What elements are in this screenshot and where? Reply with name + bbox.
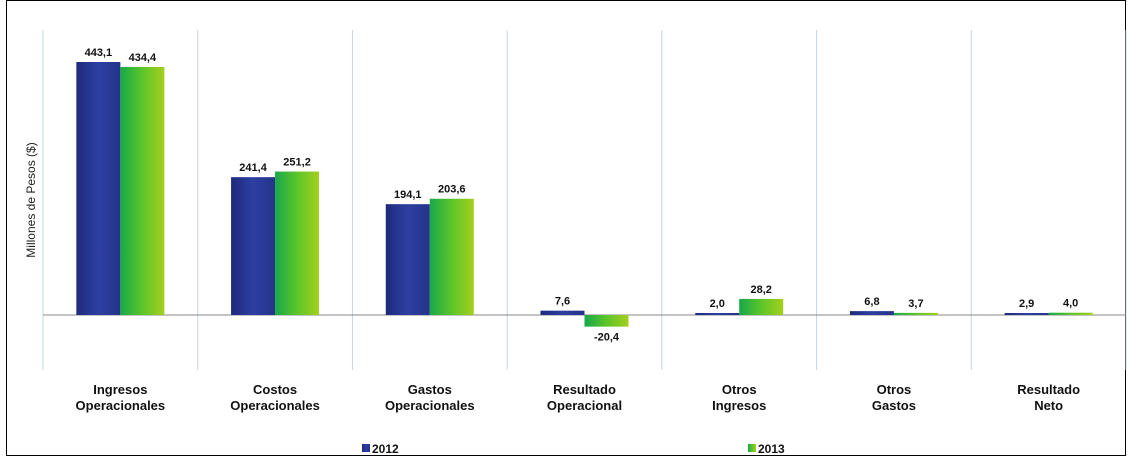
category-label-5-1: Gastos: [872, 398, 916, 413]
category-label-0-0: Ingresos: [93, 382, 147, 397]
bar-2012-1: [231, 177, 276, 315]
category-label-1-1: Operacionales: [230, 398, 320, 413]
legend: 2012 2013: [362, 442, 785, 456]
value-label-2013-1: 251,2: [283, 157, 311, 169]
category-label-2-0: Gastos: [408, 382, 452, 397]
bar-2012-3: [540, 310, 585, 315]
category-labels: IngresosOperacionalesCostosOperacionales…: [76, 382, 1081, 413]
category-label-2-1: Operacionales: [385, 398, 475, 413]
value-label-2012-6: 2,9: [1019, 298, 1034, 310]
category-label-3-1: Operacional: [547, 398, 622, 413]
bar-2012-2: [385, 204, 430, 315]
category-label-6-0: Resultado: [1017, 382, 1080, 397]
category-label-3-0: Resultado: [553, 382, 616, 397]
value-label-2012-4: 2,0: [710, 298, 725, 310]
bar-2013-1: [275, 171, 320, 315]
legend-swatch-2013: [748, 444, 756, 452]
value-label-2013-6: 4,0: [1063, 298, 1078, 310]
value-label-2012-2: 194,1: [394, 189, 422, 201]
value-label-2012-5: 6,8: [864, 296, 879, 308]
value-label-2012-3: 7,6: [555, 296, 570, 308]
category-label-4-0: Otros: [722, 382, 757, 397]
bar-2013-2: [429, 198, 474, 315]
value-label-2013-0: 434,4: [129, 52, 157, 64]
legend-swatch-2012: [362, 444, 370, 452]
bar-2013-0: [120, 66, 165, 315]
value-label-2013-3: -20,4: [594, 332, 620, 344]
bar-2012-6: [1004, 313, 1049, 315]
y-axis-label: Millones de Pesos ($): [24, 142, 38, 257]
legend-label-2012: 2012: [372, 442, 399, 456]
legend-label-2013: 2013: [758, 442, 785, 456]
category-separators: [42, 30, 1127, 370]
category-label-4-1: Ingresos: [712, 398, 766, 413]
bar-2013-4: [739, 298, 784, 315]
value-label-2012-1: 241,4: [239, 162, 267, 174]
bar-2013-3: [584, 315, 629, 327]
value-label-2013-2: 203,6: [438, 184, 466, 196]
bar-2012-5: [849, 311, 894, 315]
category-label-5-0: Otros: [877, 382, 912, 397]
bar-2013-5: [893, 312, 938, 315]
bar-2012-4: [695, 313, 740, 315]
bar-2012-0: [76, 62, 121, 315]
category-label-0-1: Operacionales: [76, 398, 166, 413]
bars-group: 443,1 434,4 241,4 251,2 194,1 203,6 7,6 -20,4 2,…: [76, 47, 1093, 344]
value-label-2012-0: 443,1: [85, 47, 113, 59]
bar-2013-6: [1048, 312, 1093, 315]
value-label-2013-4: 28,2: [751, 284, 772, 296]
category-label-6-1: Neto: [1034, 398, 1063, 413]
category-label-1-0: Costos: [253, 382, 297, 397]
value-label-2013-5: 3,7: [908, 298, 923, 310]
